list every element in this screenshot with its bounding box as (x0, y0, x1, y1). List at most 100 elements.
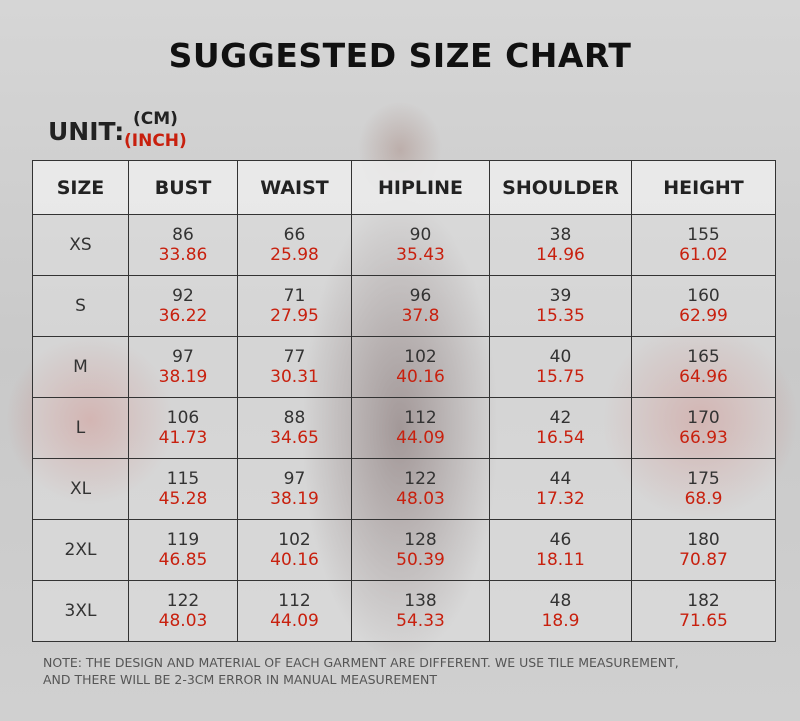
header-row: SIZE BUST WAIST HIPLINE SHOULDER HEIGHT (32, 160, 776, 215)
measure-cell-shoulder: 40 15.75 (489, 336, 632, 398)
cm-value: 122 (166, 591, 200, 611)
column-header-waist: WAIST (237, 160, 352, 215)
measure-cell-height: 180 70.87 (631, 519, 776, 581)
measure-cell-height: 170 66.93 (631, 397, 776, 459)
inch-value: 50.39 (396, 550, 445, 570)
unit-cm: (CM) (133, 109, 178, 129)
column-header-size: SIZE (32, 160, 129, 215)
measure-cell-bust: 86 33.86 (128, 214, 238, 276)
measure-cell-height: 165 64.96 (631, 336, 776, 398)
measure-cell-hipline: 112 44.09 (351, 397, 490, 459)
inch-value: 33.86 (158, 245, 208, 265)
cm-value: 40 (549, 347, 572, 367)
inch-value: 64.96 (679, 367, 728, 387)
inch-value: 68.9 (684, 489, 723, 509)
measure-cell-waist: 112 44.09 (237, 580, 352, 642)
table-row: 3XL 122 48.03 112 44.09 138 54.33 48 18.9 182 71.6… (32, 580, 776, 642)
size-cell: S (32, 275, 129, 337)
inch-value: 45.28 (158, 489, 208, 509)
cm-value: 106 (166, 408, 200, 428)
measure-cell-hipline: 138 54.33 (351, 580, 490, 642)
measure-cell-waist: 66 25.98 (237, 214, 352, 276)
cm-value: 160 (687, 286, 720, 306)
cm-value: 42 (549, 408, 572, 428)
inch-value: 66.93 (679, 428, 728, 448)
cm-value: 119 (166, 530, 200, 550)
measure-cell-waist: 97 38.19 (237, 458, 352, 520)
cm-value: 102 (404, 347, 437, 367)
measure-cell-waist: 88 34.65 (237, 397, 352, 459)
inch-value: 37.8 (401, 306, 440, 326)
cm-value: 86 (172, 225, 194, 245)
table-row: L 106 41.73 88 34.65 112 44.09 42 16.54 170 66.93 (32, 397, 776, 459)
unit-label: UNIT: (48, 117, 125, 146)
inch-value: 44.09 (270, 611, 319, 631)
inch-value: 62.99 (679, 306, 728, 326)
cm-value: 71 (283, 286, 306, 306)
inch-value: 17.32 (536, 489, 585, 509)
note-line-2: AND THERE WILL BE 2-3CM ERROR IN MANUAL … (43, 672, 437, 687)
inch-value: 38.19 (158, 367, 208, 387)
cm-value: 39 (549, 286, 572, 306)
size-cell: XL (32, 458, 129, 520)
measure-cell-shoulder: 39 15.35 (489, 275, 632, 337)
cm-value: 46 (549, 530, 572, 550)
cm-value: 66 (283, 225, 306, 245)
column-header-height: HEIGHT (631, 160, 776, 215)
size-table: SIZE BUST WAIST HIPLINE SHOULDER HEIGHT XS 86 3… (32, 160, 776, 642)
cm-value: 112 (278, 591, 311, 611)
measure-cell-bust: 119 46.85 (128, 519, 238, 581)
column-header-bust: BUST (128, 160, 238, 215)
measure-cell-waist: 77 30.31 (237, 336, 352, 398)
table-row: M 97 38.19 77 30.31 102 40.16 40 15.75 165 64.96 (32, 336, 776, 398)
cm-value: 77 (283, 347, 306, 367)
inch-value: 36.22 (158, 306, 208, 326)
measure-cell-height: 160 62.99 (631, 275, 776, 337)
size-cell: 3XL (32, 580, 129, 642)
cm-value: 165 (687, 347, 720, 367)
measure-cell-shoulder: 42 16.54 (489, 397, 632, 459)
measure-cell-hipline: 96 37.8 (351, 275, 490, 337)
inch-value: 34.65 (270, 428, 319, 448)
cm-value: 102 (278, 530, 311, 550)
cm-value: 155 (687, 225, 720, 245)
measure-cell-hipline: 128 50.39 (351, 519, 490, 581)
cm-value: 128 (404, 530, 437, 550)
inch-value: 27.95 (270, 306, 319, 326)
measure-cell-bust: 97 38.19 (128, 336, 238, 398)
note-line-1: NOTE: THE DESIGN AND MATERIAL OF EACH GA… (43, 655, 679, 670)
inch-value: 71.65 (679, 611, 728, 631)
inch-value: 54.33 (396, 611, 445, 631)
cm-value: 122 (404, 469, 437, 489)
measure-cell-hipline: 90 35.43 (351, 214, 490, 276)
column-header-hipline: HIPLINE (351, 160, 490, 215)
inch-value: 35.43 (396, 245, 445, 265)
table-row: XS 86 33.86 66 25.98 90 35.43 38 14.96 155 61.02 (32, 214, 776, 276)
measure-cell-shoulder: 48 18.9 (489, 580, 632, 642)
measure-cell-bust: 106 41.73 (128, 397, 238, 459)
inch-value: 18.9 (541, 611, 580, 631)
measure-cell-hipline: 122 48.03 (351, 458, 490, 520)
cm-value: 182 (687, 591, 720, 611)
inch-value: 15.75 (536, 367, 585, 387)
cm-value: 97 (283, 469, 306, 489)
unit-inch: (INCH) (124, 131, 187, 151)
cm-value: 170 (687, 408, 720, 428)
cm-value: 97 (172, 347, 194, 367)
inch-value: 14.96 (536, 245, 585, 265)
inch-value: 38.19 (270, 489, 319, 509)
inch-value: 40.16 (396, 367, 445, 387)
cm-value: 115 (166, 469, 200, 489)
column-header-shoulder: SHOULDER (489, 160, 632, 215)
cm-value: 88 (283, 408, 306, 428)
cm-value: 48 (549, 591, 572, 611)
measure-cell-bust: 92 36.22 (128, 275, 238, 337)
inch-value: 46.85 (158, 550, 208, 570)
measure-cell-shoulder: 38 14.96 (489, 214, 632, 276)
size-cell: M (32, 336, 129, 398)
inch-value: 61.02 (679, 245, 728, 265)
inch-value: 48.03 (158, 611, 208, 631)
inch-value: 48.03 (396, 489, 445, 509)
measure-cell-shoulder: 44 17.32 (489, 458, 632, 520)
cm-value: 38 (549, 225, 572, 245)
